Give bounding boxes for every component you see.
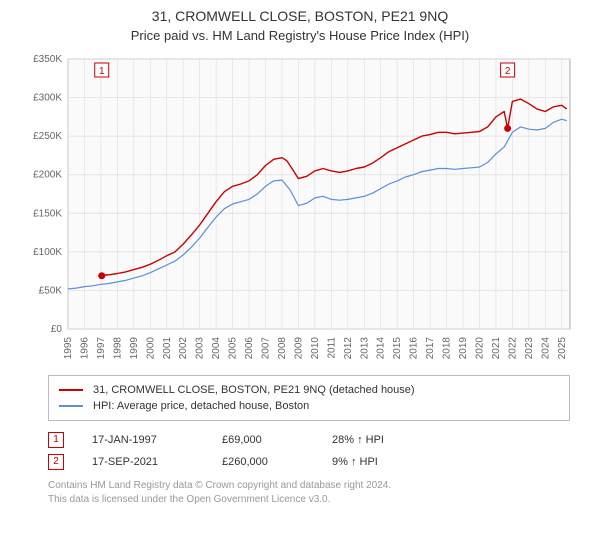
- legend-item: HPI: Average price, detached house, Bost…: [59, 398, 559, 414]
- svg-text:£300K: £300K: [33, 93, 62, 104]
- svg-text:2012: 2012: [343, 337, 354, 360]
- svg-text:2025: 2025: [557, 337, 568, 360]
- svg-text:£200K: £200K: [33, 170, 62, 181]
- svg-text:2000: 2000: [145, 337, 156, 360]
- svg-text:£0: £0: [51, 324, 63, 335]
- svg-text:2006: 2006: [244, 337, 255, 360]
- svg-text:2003: 2003: [195, 337, 206, 360]
- legend-swatch: [59, 389, 83, 391]
- footer-line-2: This data is licensed under the Open Gov…: [48, 493, 570, 507]
- svg-text:2024: 2024: [540, 337, 551, 360]
- svg-text:£150K: £150K: [33, 208, 62, 219]
- sale-row: 2 17-SEP-2021£260,0009% ↑ HPI: [48, 451, 570, 473]
- svg-text:2004: 2004: [211, 337, 222, 360]
- sale-hpi-delta: 28% ↑ HPI: [332, 434, 442, 446]
- legend: 31, CROMWELL CLOSE, BOSTON, PE21 9NQ (de…: [48, 375, 570, 421]
- legend-swatch: [59, 405, 83, 407]
- svg-text:1997: 1997: [96, 337, 107, 360]
- sale-hpi-delta: 9% ↑ HPI: [332, 456, 442, 468]
- svg-text:2018: 2018: [442, 337, 453, 360]
- svg-text:2019: 2019: [458, 337, 469, 360]
- svg-text:2016: 2016: [409, 337, 420, 360]
- svg-text:2014: 2014: [376, 337, 387, 360]
- svg-text:£250K: £250K: [33, 131, 62, 142]
- chart-title-address: 31, CROMWELL CLOSE, BOSTON, PE21 9NQ: [0, 0, 600, 24]
- svg-text:£350K: £350K: [33, 54, 62, 65]
- data-attribution: Contains HM Land Registry data © Crown c…: [48, 479, 570, 506]
- sale-price: £69,000: [222, 434, 332, 446]
- svg-text:2020: 2020: [474, 337, 485, 360]
- sale-date: 17-JAN-1997: [92, 434, 222, 446]
- price-chart: £0 £50K £100K £150K £200K £250K £300K £350K 1995…: [20, 49, 580, 369]
- sale-date: 17-SEP-2021: [92, 456, 222, 468]
- sale-marker-number: 2: [48, 454, 64, 470]
- svg-text:2001: 2001: [162, 337, 173, 360]
- svg-text:2015: 2015: [392, 337, 403, 360]
- svg-text:£100K: £100K: [33, 247, 62, 258]
- legend-item: 31, CROMWELL CLOSE, BOSTON, PE21 9NQ (de…: [59, 382, 559, 398]
- sale-marker-number: 1: [48, 432, 64, 448]
- svg-text:2013: 2013: [359, 337, 370, 360]
- sale-row: 1 17-JAN-1997£69,00028% ↑ HPI: [48, 429, 570, 451]
- svg-text:1998: 1998: [112, 337, 123, 360]
- svg-text:2009: 2009: [293, 337, 304, 360]
- chart-title-sub: Price paid vs. HM Land Registry's House …: [0, 24, 600, 49]
- svg-text:2008: 2008: [277, 337, 288, 360]
- svg-text:1: 1: [99, 66, 105, 77]
- sale-price: £260,000: [222, 456, 332, 468]
- footer-line-1: Contains HM Land Registry data © Crown c…: [48, 479, 570, 493]
- svg-text:1999: 1999: [129, 337, 140, 360]
- sales-table: 1 17-JAN-1997£69,00028% ↑ HPI 2 17-SEP-2021…: [48, 429, 570, 473]
- legend-label: 31, CROMWELL CLOSE, BOSTON, PE21 9NQ (de…: [93, 384, 415, 396]
- svg-text:£50K: £50K: [39, 285, 63, 296]
- svg-text:2002: 2002: [178, 337, 189, 360]
- svg-text:2023: 2023: [524, 337, 535, 360]
- svg-text:2010: 2010: [310, 337, 321, 360]
- svg-text:1995: 1995: [63, 337, 74, 360]
- svg-text:2007: 2007: [261, 337, 272, 360]
- svg-text:1996: 1996: [79, 337, 90, 360]
- svg-text:2011: 2011: [326, 337, 337, 359]
- svg-text:2: 2: [505, 66, 511, 77]
- svg-text:2022: 2022: [507, 337, 518, 360]
- svg-text:2005: 2005: [228, 337, 239, 360]
- legend-label: HPI: Average price, detached house, Bost…: [93, 400, 309, 412]
- svg-text:2021: 2021: [491, 337, 502, 360]
- svg-text:2017: 2017: [425, 337, 436, 360]
